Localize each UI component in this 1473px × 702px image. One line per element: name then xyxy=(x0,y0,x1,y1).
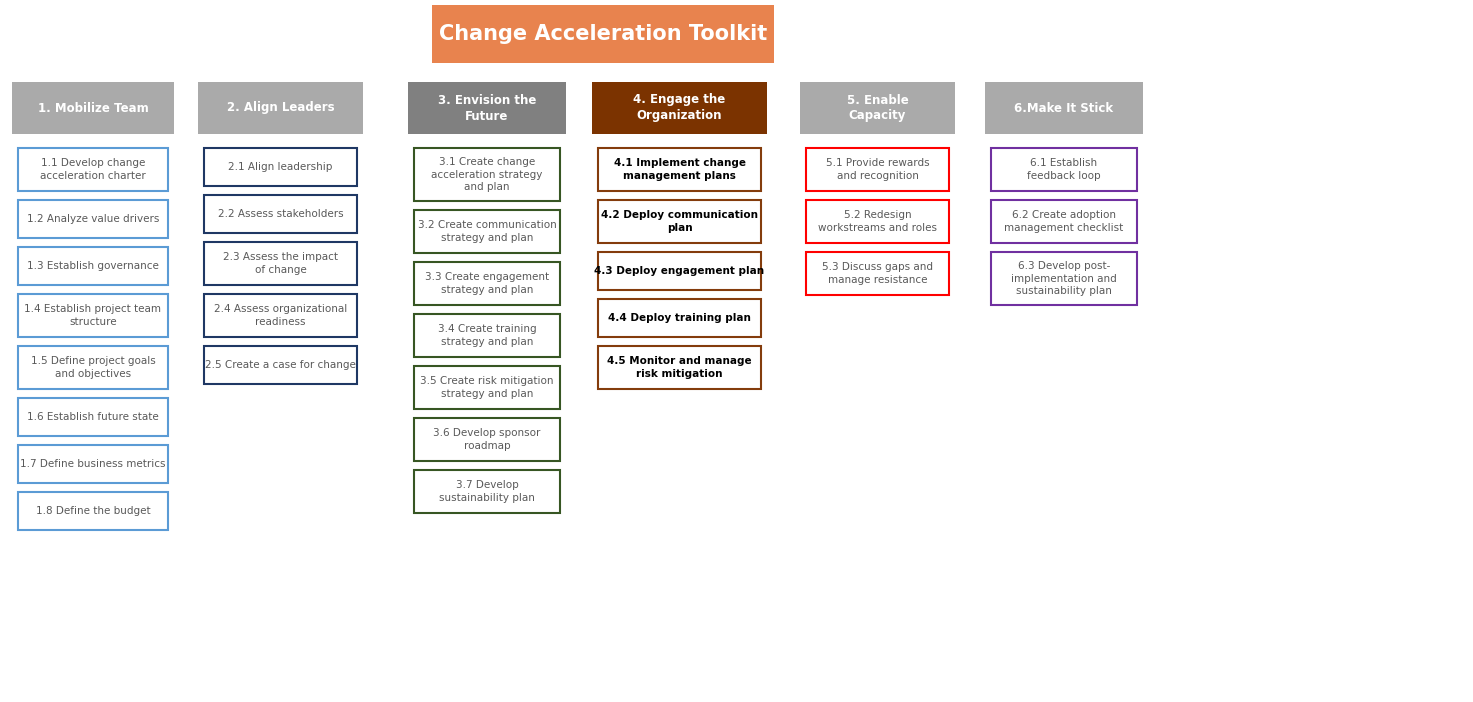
FancyBboxPatch shape xyxy=(18,398,168,436)
Text: 1.6 Establish future state: 1.6 Establish future state xyxy=(27,412,159,422)
FancyBboxPatch shape xyxy=(414,262,560,305)
FancyBboxPatch shape xyxy=(991,200,1137,243)
Text: 4. Engage the
Organization: 4. Engage the Organization xyxy=(633,93,726,123)
Text: 1. Mobilize Team: 1. Mobilize Team xyxy=(38,102,149,114)
FancyBboxPatch shape xyxy=(197,82,362,134)
Text: 6.2 Create adoption
management checklist: 6.2 Create adoption management checklist xyxy=(1005,211,1124,232)
Text: 6.Make It Stick: 6.Make It Stick xyxy=(1015,102,1114,114)
Text: 3.5 Create risk mitigation
strategy and plan: 3.5 Create risk mitigation strategy and … xyxy=(420,376,554,399)
Text: 5.1 Provide rewards
and recognition: 5.1 Provide rewards and recognition xyxy=(826,158,929,180)
Text: 1.8 Define the budget: 1.8 Define the budget xyxy=(35,506,150,516)
FancyBboxPatch shape xyxy=(18,346,168,389)
Text: 3.1 Create change
acceleration strategy
and plan: 3.1 Create change acceleration strategy … xyxy=(432,157,542,192)
FancyBboxPatch shape xyxy=(203,195,356,233)
Text: 3.3 Create engagement
strategy and plan: 3.3 Create engagement strategy and plan xyxy=(424,272,549,295)
Text: 1.1 Develop change
acceleration charter: 1.1 Develop change acceleration charter xyxy=(40,158,146,180)
FancyBboxPatch shape xyxy=(18,492,168,530)
Text: 2.2 Assess stakeholders: 2.2 Assess stakeholders xyxy=(218,209,343,219)
Text: 2.3 Assess the impact
of change: 2.3 Assess the impact of change xyxy=(222,252,337,274)
FancyBboxPatch shape xyxy=(203,346,356,384)
Text: 1.3 Establish governance: 1.3 Establish governance xyxy=(27,261,159,271)
FancyBboxPatch shape xyxy=(598,346,762,389)
Text: 1.5 Define project goals
and objectives: 1.5 Define project goals and objectives xyxy=(31,357,155,378)
Text: 2.1 Align leadership: 2.1 Align leadership xyxy=(228,162,333,172)
FancyBboxPatch shape xyxy=(414,366,560,409)
Text: 2. Align Leaders: 2. Align Leaders xyxy=(227,102,334,114)
FancyBboxPatch shape xyxy=(806,252,949,295)
Text: 3.4 Create training
strategy and plan: 3.4 Create training strategy and plan xyxy=(437,324,536,347)
FancyBboxPatch shape xyxy=(414,418,560,461)
Text: 6.3 Develop post-
implementation and
sustainability plan: 6.3 Develop post- implementation and sus… xyxy=(1010,261,1117,296)
Text: 5. Enable
Capacity: 5. Enable Capacity xyxy=(847,93,909,123)
FancyBboxPatch shape xyxy=(414,470,560,513)
Text: 3.2 Create communication
strategy and plan: 3.2 Create communication strategy and pl… xyxy=(418,220,557,243)
Text: Change Acceleration Toolkit: Change Acceleration Toolkit xyxy=(439,24,767,44)
Text: 4.5 Monitor and manage
risk mitigation: 4.5 Monitor and manage risk mitigation xyxy=(607,357,751,378)
Text: 4.1 Implement change
management plans: 4.1 Implement change management plans xyxy=(613,158,745,180)
Text: 6.1 Establish
feedback loop: 6.1 Establish feedback loop xyxy=(1027,158,1100,180)
Text: 2.5 Create a case for change: 2.5 Create a case for change xyxy=(205,360,356,370)
Text: 3. Envision the
Future: 3. Envision the Future xyxy=(437,93,536,123)
FancyBboxPatch shape xyxy=(203,148,356,186)
Text: 3.7 Develop
sustainability plan: 3.7 Develop sustainability plan xyxy=(439,480,535,503)
Text: 5.2 Redesign
workstreams and roles: 5.2 Redesign workstreams and roles xyxy=(818,211,937,232)
FancyBboxPatch shape xyxy=(18,200,168,238)
FancyBboxPatch shape xyxy=(408,82,566,134)
Text: 2.4 Assess organizational
readiness: 2.4 Assess organizational readiness xyxy=(214,304,348,326)
FancyBboxPatch shape xyxy=(414,314,560,357)
Text: 1.4 Establish project team
structure: 1.4 Establish project team structure xyxy=(25,304,162,326)
FancyBboxPatch shape xyxy=(800,82,955,134)
FancyBboxPatch shape xyxy=(985,82,1143,134)
FancyBboxPatch shape xyxy=(432,5,773,63)
Text: 1.2 Analyze value drivers: 1.2 Analyze value drivers xyxy=(27,214,159,224)
Text: 4.4 Deploy training plan: 4.4 Deploy training plan xyxy=(608,313,751,323)
FancyBboxPatch shape xyxy=(203,294,356,337)
FancyBboxPatch shape xyxy=(18,148,168,191)
FancyBboxPatch shape xyxy=(598,200,762,243)
FancyBboxPatch shape xyxy=(598,148,762,191)
Text: 3.6 Develop sponsor
roadmap: 3.6 Develop sponsor roadmap xyxy=(433,428,541,451)
FancyBboxPatch shape xyxy=(18,445,168,483)
FancyBboxPatch shape xyxy=(414,210,560,253)
Text: 4.2 Deploy communication
plan: 4.2 Deploy communication plan xyxy=(601,211,759,232)
FancyBboxPatch shape xyxy=(991,148,1137,191)
FancyBboxPatch shape xyxy=(18,294,168,337)
FancyBboxPatch shape xyxy=(806,148,949,191)
FancyBboxPatch shape xyxy=(991,252,1137,305)
Text: 1.7 Define business metrics: 1.7 Define business metrics xyxy=(21,459,166,469)
FancyBboxPatch shape xyxy=(592,82,767,134)
FancyBboxPatch shape xyxy=(203,242,356,285)
FancyBboxPatch shape xyxy=(18,247,168,285)
FancyBboxPatch shape xyxy=(598,299,762,337)
FancyBboxPatch shape xyxy=(806,200,949,243)
Text: 5.3 Discuss gaps and
manage resistance: 5.3 Discuss gaps and manage resistance xyxy=(822,263,932,285)
Text: 4.3 Deploy engagement plan: 4.3 Deploy engagement plan xyxy=(595,266,764,276)
FancyBboxPatch shape xyxy=(598,252,762,290)
FancyBboxPatch shape xyxy=(12,82,174,134)
FancyBboxPatch shape xyxy=(414,148,560,201)
